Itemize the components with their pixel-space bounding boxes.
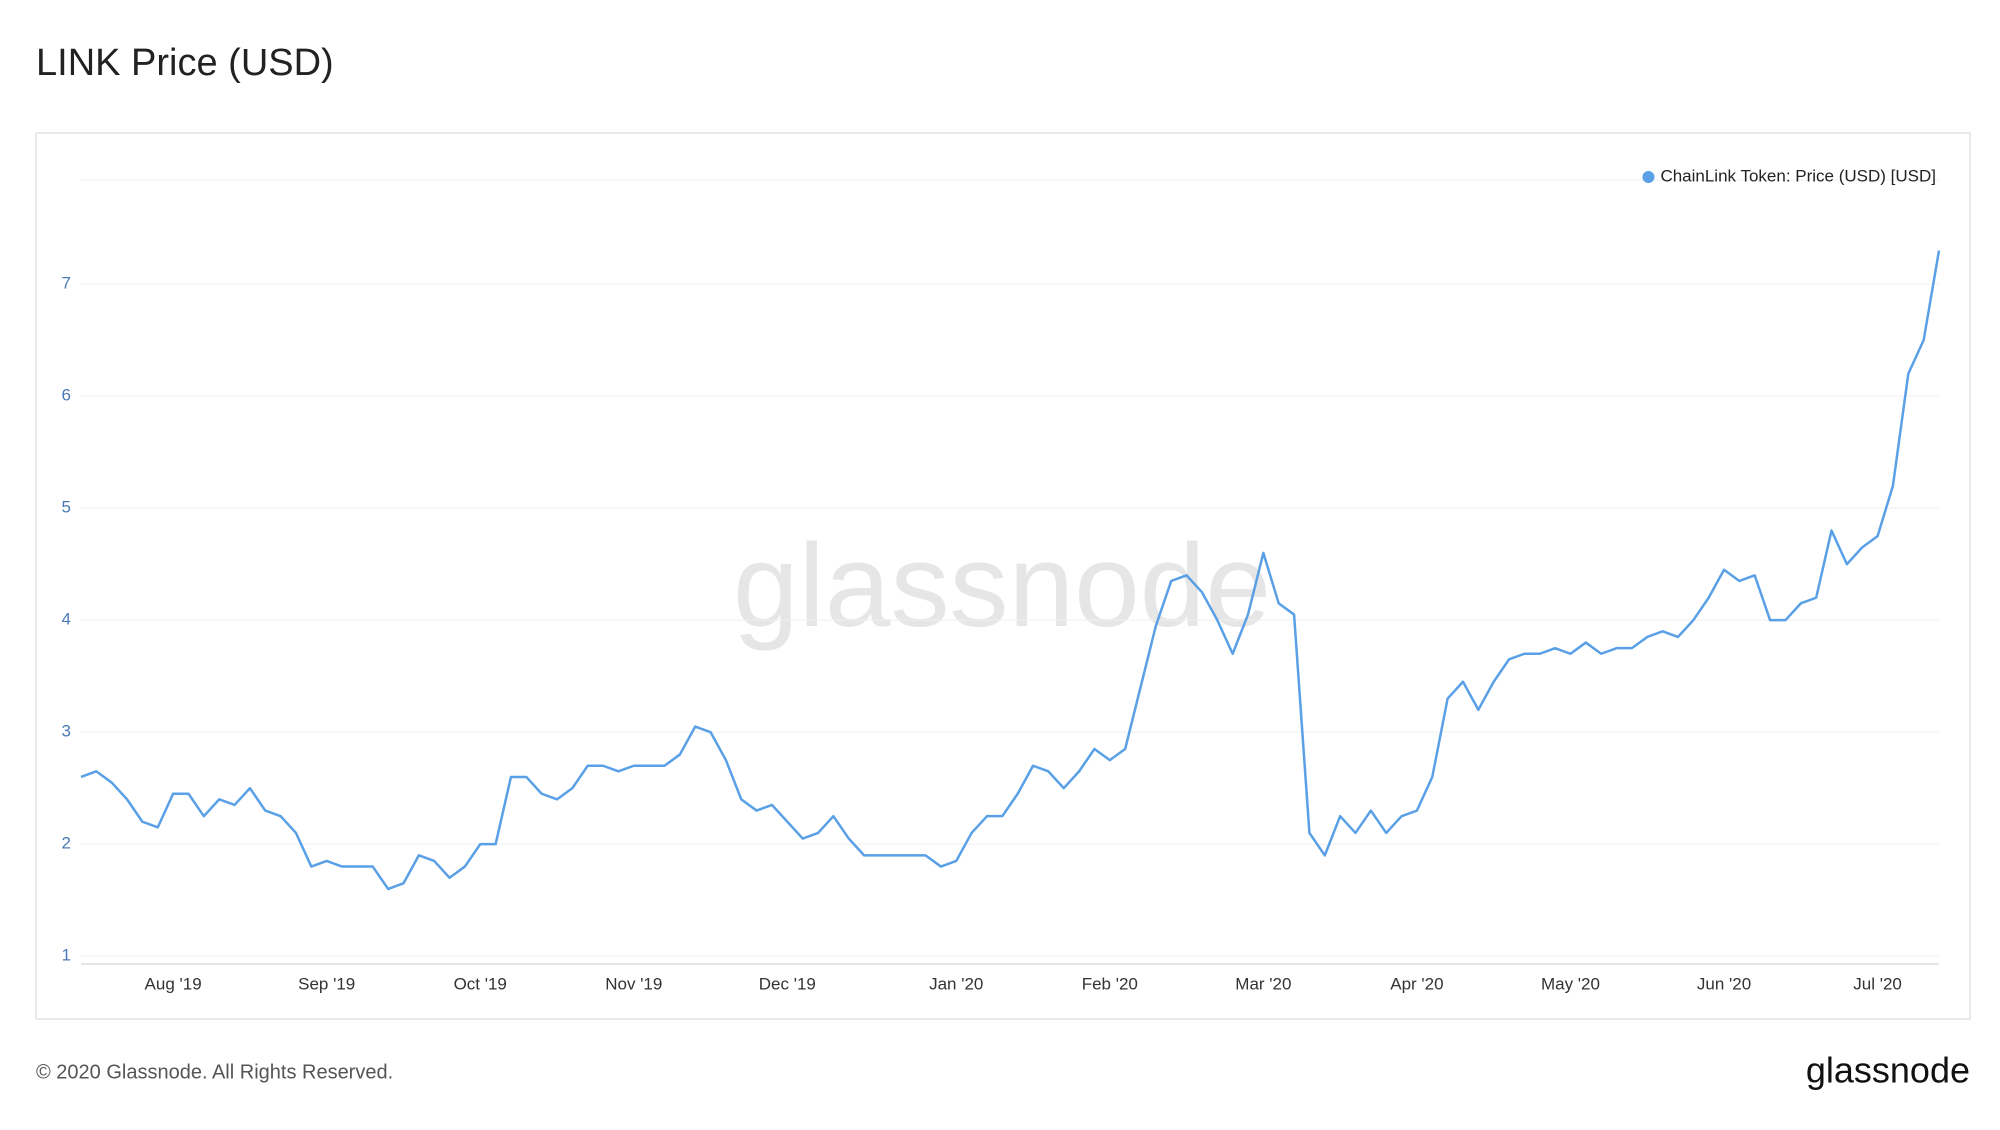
x-tick-label: Dec '19 [759,974,816,993]
y-tick-label: 6 [62,386,71,405]
y-tick-label: 2 [62,834,71,853]
y-tick-label: 4 [62,610,71,629]
x-tick-label: Apr '20 [1390,974,1443,993]
x-tick-label: Jul '20 [1853,974,1902,993]
x-tick-label: May '20 [1541,974,1600,993]
y-tick-label: 5 [62,498,71,517]
logo: glassnode [1806,1050,1970,1091]
x-tick-label: Oct '19 [454,974,507,993]
x-tick-label: Sep '19 [298,974,355,993]
x-tick-label: Mar '20 [1235,974,1291,993]
footer: © 2020 Glassnode. All Rights Reserved. [36,1061,393,1083]
watermark: glassnode [733,520,1271,652]
legend-label: ChainLink Token: Price (USD) [USD] [1660,166,1936,185]
chart-frame [35,132,1971,1020]
y-tick-label: 3 [62,722,71,741]
chart-title: LINK Price (USD) [36,42,334,84]
y-tick-label: 7 [62,274,71,293]
legend-marker [1642,171,1655,183]
x-tick-label: Nov '19 [605,974,662,993]
x-tick-label: Feb '20 [1082,974,1138,993]
y-tick-label: 1 [62,946,71,965]
x-tick-label: Jan '20 [929,974,983,993]
price-line [80,250,1941,891]
x-tick-label: Aug '19 [145,974,202,993]
x-tick-label: Jun '20 [1697,974,1751,993]
